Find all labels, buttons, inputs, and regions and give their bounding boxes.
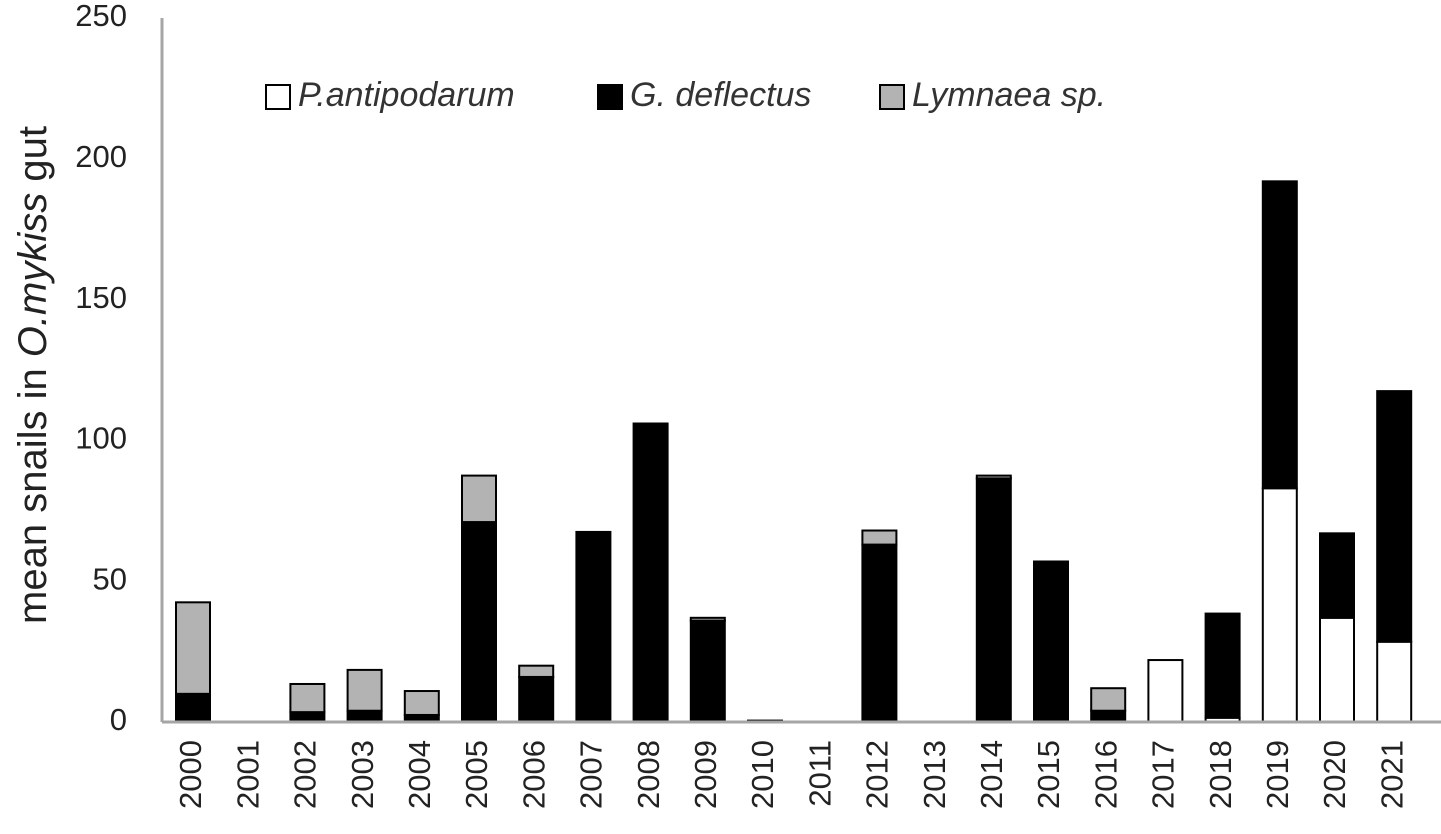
y-axis-title: mean snails in O.mykiss gut [11,126,55,624]
y-axis-title-group: mean snails in O.mykiss gut [11,126,55,624]
x-tick-label-2002: 2002 [288,740,323,809]
bars-group [175,180,1413,724]
y-tick-label-1: 50 [93,561,127,596]
bar-2006-series-2 [518,664,555,678]
bar-2007-series-1 [575,530,612,723]
bar-2016-series-2 [1090,687,1127,712]
y-tick-label-5: 250 [75,0,127,33]
bar-2020-series-1 [1319,532,1355,619]
bar-2002-series-2 [289,682,326,714]
bar-2000-series-2 [175,601,211,695]
bar-2019-series-0 [1261,487,1298,723]
x-tick-label-2001: 2001 [230,740,265,809]
bar-2008-series-1 [632,422,669,723]
y-tick-label-3: 150 [75,280,127,315]
x-tick-label-2017: 2017 [1146,740,1181,809]
x-tick-label-2004: 2004 [402,740,437,809]
bar-2014-series-1 [975,477,1012,723]
bar-2018-series-1 [1204,612,1241,719]
bar-2009-series-2 [689,616,726,622]
y-axis-title-species: O.mykiss [11,193,55,357]
bar-2003-series-1 [346,709,383,724]
x-tick-label-2005: 2005 [459,740,494,809]
x-tick-label-2019: 2019 [1260,740,1295,809]
x-tick-label-2018: 2018 [1203,740,1238,809]
x-tick-label-2020: 2020 [1317,740,1352,809]
y-tick-label-2: 100 [75,421,127,456]
bar-2005-series-2 [461,474,497,524]
x-tick-label-2003: 2003 [345,740,380,809]
bar-2015-series-1 [1033,560,1069,723]
y-tick-label-4: 200 [75,139,127,174]
x-tick-label-2016: 2016 [1088,740,1123,809]
x-tick-label-2015: 2015 [1031,740,1066,809]
x-tick-label-2000: 2000 [173,740,208,809]
bar-2021-series-0 [1376,640,1413,724]
x-tick-label-2021: 2021 [1374,740,1409,809]
x-axis-ticks: 2000 2001 2002 2003 2004 2005 2006 2007 2008 2009… [173,740,1409,809]
y-axis-title-part-1: mean snails in [11,357,55,624]
axes-group [160,18,1441,724]
legend-label-1: G. deflectus [630,76,811,114]
x-tick-label-2006: 2006 [516,740,551,809]
x-tick-label-2013: 2013 [917,740,952,809]
bar-2003-series-2 [346,668,383,712]
x-tick-label-2008: 2008 [631,740,666,809]
legend: P.antipodarum G. deflectus Lymnaea sp. [265,76,1106,114]
x-tick-label-2010: 2010 [745,740,780,809]
bar-2014-series-2 [975,474,1012,480]
y-axis-title-part-3: gut [11,126,55,193]
legend-swatch-2 [879,84,905,110]
legend-label-0: P.antipodarum [298,76,515,114]
bar-2004-series-2 [403,690,440,716]
y-axis-ticks: 0 50 100 150 200 250 [75,0,127,737]
bar-2017-series-0 [1147,659,1184,723]
bar-2012-series-2 [861,529,898,546]
bar-2009-series-1 [689,619,726,724]
x-tick-label-2014: 2014 [974,740,1009,809]
x-tick-label-2011: 2011 [802,740,837,807]
x-tick-label-2012: 2012 [860,740,895,809]
bar-2019-series-1 [1261,180,1298,490]
y-tick-label-0: 0 [110,702,127,737]
x-tick-label-2009: 2009 [688,740,723,809]
x-tick-label-2007: 2007 [574,740,609,809]
bar-2012-series-1 [861,543,898,723]
legend-swatch-0 [265,84,291,110]
legend-swatch-1 [597,84,623,110]
bar-2006-series-1 [518,675,555,723]
legend-label-2: Lymnaea sp. [912,76,1106,114]
bar-2020-series-0 [1319,616,1355,723]
bar-2005-series-1 [461,521,497,724]
bar-2021-series-1 [1376,390,1413,643]
bar-2016-series-1 [1090,709,1127,724]
bar-2000-series-1 [175,692,211,724]
